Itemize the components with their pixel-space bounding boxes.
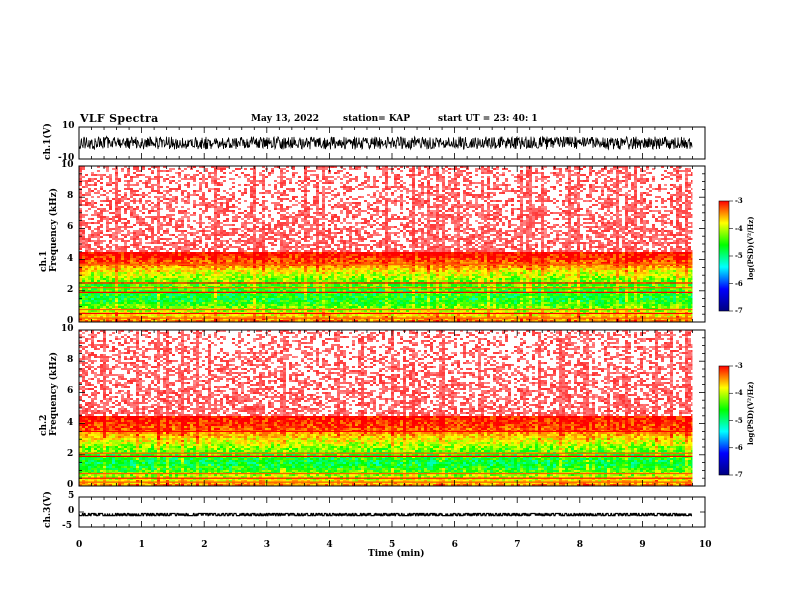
ch2-freq-label: Frequency (kHz) [49, 352, 59, 436]
ch1-voltage-label: ch.1(V) [43, 123, 53, 160]
xtick-label: 5 [389, 541, 395, 550]
ytick-label-s1: 4 [67, 254, 73, 264]
colorbar-tick-label-2: -5 [735, 417, 743, 424]
xtick-label: 2 [201, 541, 207, 550]
ytick-label-s2: 6 [67, 387, 73, 396]
xtick-label: 0 [76, 541, 82, 550]
ch1-spec-label: ch.1 [39, 251, 49, 272]
xtick-label: 3 [264, 541, 270, 550]
colorbar-tick-label-1: -4 [735, 225, 743, 232]
colorbar-tick-label-2: -3 [735, 362, 743, 369]
ytick-label-w3: -5 [62, 522, 72, 531]
colorbar-tick-label-1: -7 [735, 307, 743, 314]
xtick-label: 4 [326, 541, 332, 550]
ytick-label-s1: 8 [67, 192, 73, 201]
ytick-label-w1: 10 [62, 122, 75, 131]
xtick-label: 10 [699, 541, 712, 550]
ytick-label-s1: 6 [67, 223, 73, 232]
ch1-waveform-trace [78, 135, 693, 151]
chart-title: VLF Spectra [80, 113, 159, 124]
spectrogram-image-2 [79, 330, 705, 486]
date-label: May 13, 2022 [251, 115, 319, 124]
ytick-label-s2: 2 [67, 449, 73, 459]
xtick-label: 7 [514, 541, 520, 550]
ytick-label-w1: -10 [58, 154, 74, 163]
xtick-label: 9 [639, 541, 645, 550]
colorbar-tick-label-1: -3 [735, 197, 743, 204]
xtick-label: 1 [139, 541, 145, 550]
spectrogram-image-1 [79, 166, 705, 322]
colorbar-tick-label-1: -5 [735, 252, 743, 259]
colorbar-2 [718, 365, 730, 476]
ch3-waveform-trace [78, 512, 693, 517]
ch1-freq-label: Frequency (kHz) [49, 188, 59, 272]
ytick-label-w3: 0 [68, 507, 74, 516]
ytick-label-s2: 4 [67, 418, 73, 428]
ch3-voltage-label: ch.3(V) [43, 491, 53, 528]
ytick-label-s2: 8 [67, 356, 73, 365]
ytick-label-s2: 10 [61, 325, 74, 334]
colorbar-label-1: log(PSD)(V²/Hz) [746, 216, 755, 280]
colorbar-tick-label-2: -7 [735, 471, 743, 478]
station-label: station= KAP [343, 115, 410, 124]
x-axis-label: Time (min) [368, 550, 425, 559]
ytick-label-s1: 0 [67, 317, 73, 326]
ytick-label-s1: 2 [67, 285, 73, 295]
ch2-spec-label: ch.2 [39, 415, 49, 436]
ytick-label-w3: 5 [68, 492, 74, 501]
xtick-label: 8 [577, 541, 583, 550]
ytick-label-s2: 0 [67, 481, 73, 490]
colorbar-label-2: log(PSD)(V²/Hz) [746, 381, 755, 445]
colorbar-1 [718, 200, 730, 312]
colorbar-tick-label-1: -6 [735, 280, 743, 287]
colorbar-tick-label-2: -6 [735, 444, 743, 451]
ytick-label-s1: 10 [61, 161, 74, 170]
start-time-label: start UT = 23: 40: 1 [438, 115, 538, 124]
xtick-label: 6 [452, 541, 458, 550]
colorbar-tick-label-2: -4 [735, 389, 743, 396]
